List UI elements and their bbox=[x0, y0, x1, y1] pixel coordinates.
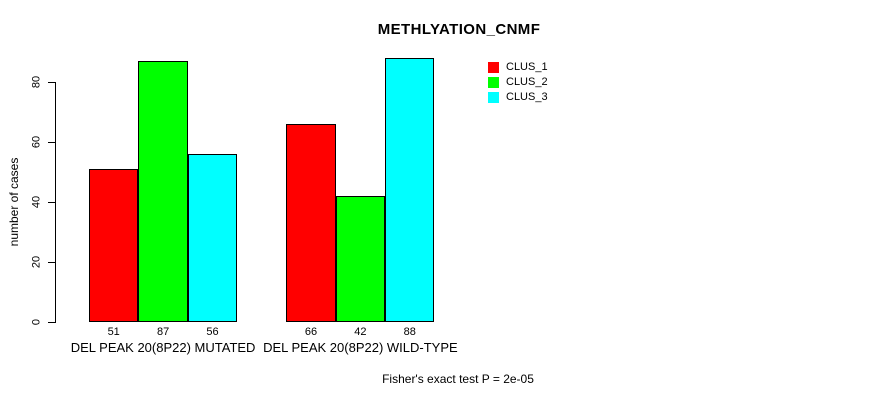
bar-value-label: 56 bbox=[206, 326, 219, 338]
y-axis-tick-label: 0 bbox=[30, 318, 43, 326]
bar-value-label: 66 bbox=[304, 326, 318, 338]
y-axis-tick bbox=[48, 262, 55, 263]
legend-label-clus_3: CLUS_3 bbox=[506, 91, 548, 103]
legend: CLUS_1 CLUS_2 CLUS_3 bbox=[488, 62, 548, 107]
bar-clus_2-group2 bbox=[335, 196, 386, 322]
legend-item-clus_2: CLUS_2 bbox=[488, 77, 548, 88]
legend-swatch-clus_2 bbox=[488, 77, 499, 88]
bar-clus_1-group1 bbox=[89, 169, 139, 322]
x-axis-group-label: DEL PEAK 20(8P22) WILD-TYPE bbox=[263, 340, 458, 355]
bar-value-label: 51 bbox=[107, 326, 120, 338]
bar-clus_3-group1 bbox=[187, 154, 238, 322]
legend-swatch-clus_3 bbox=[488, 92, 499, 103]
y-axis-line bbox=[55, 82, 56, 323]
bar-value-label: 88 bbox=[403, 326, 416, 338]
y-axis-tick bbox=[48, 142, 55, 143]
y-axis-tick bbox=[48, 82, 55, 83]
bar-value-label: 87 bbox=[156, 326, 170, 338]
y-axis-tick bbox=[48, 322, 55, 323]
bar-value-label: 42 bbox=[354, 326, 367, 338]
legend-label-clus_2: CLUS_2 bbox=[506, 76, 548, 88]
bar-clus_3-group2 bbox=[385, 58, 435, 322]
bar-clus_1-group2 bbox=[286, 124, 336, 322]
y-axis-tick-label: 20 bbox=[30, 255, 43, 269]
fisher-test-annotation: Fisher's exact test P = 2e-05 bbox=[382, 372, 534, 386]
bar-clus_2-group1 bbox=[138, 61, 188, 322]
legend-item-clus_3: CLUS_3 bbox=[488, 92, 548, 103]
legend-label-clus_1: CLUS_1 bbox=[506, 61, 548, 73]
y-axis-tick-label: 80 bbox=[30, 75, 43, 89]
legend-swatch-clus_1 bbox=[488, 62, 499, 73]
chart-title: METHLYATION_CNMF bbox=[377, 21, 541, 38]
y-axis-tick-label: 40 bbox=[30, 195, 43, 209]
y-axis-tick bbox=[48, 202, 55, 203]
legend-item-clus_1: CLUS_1 bbox=[488, 62, 548, 73]
y-axis-tick-label: 60 bbox=[30, 135, 43, 149]
x-axis-group-label: DEL PEAK 20(8P22) MUTATED bbox=[70, 340, 256, 355]
